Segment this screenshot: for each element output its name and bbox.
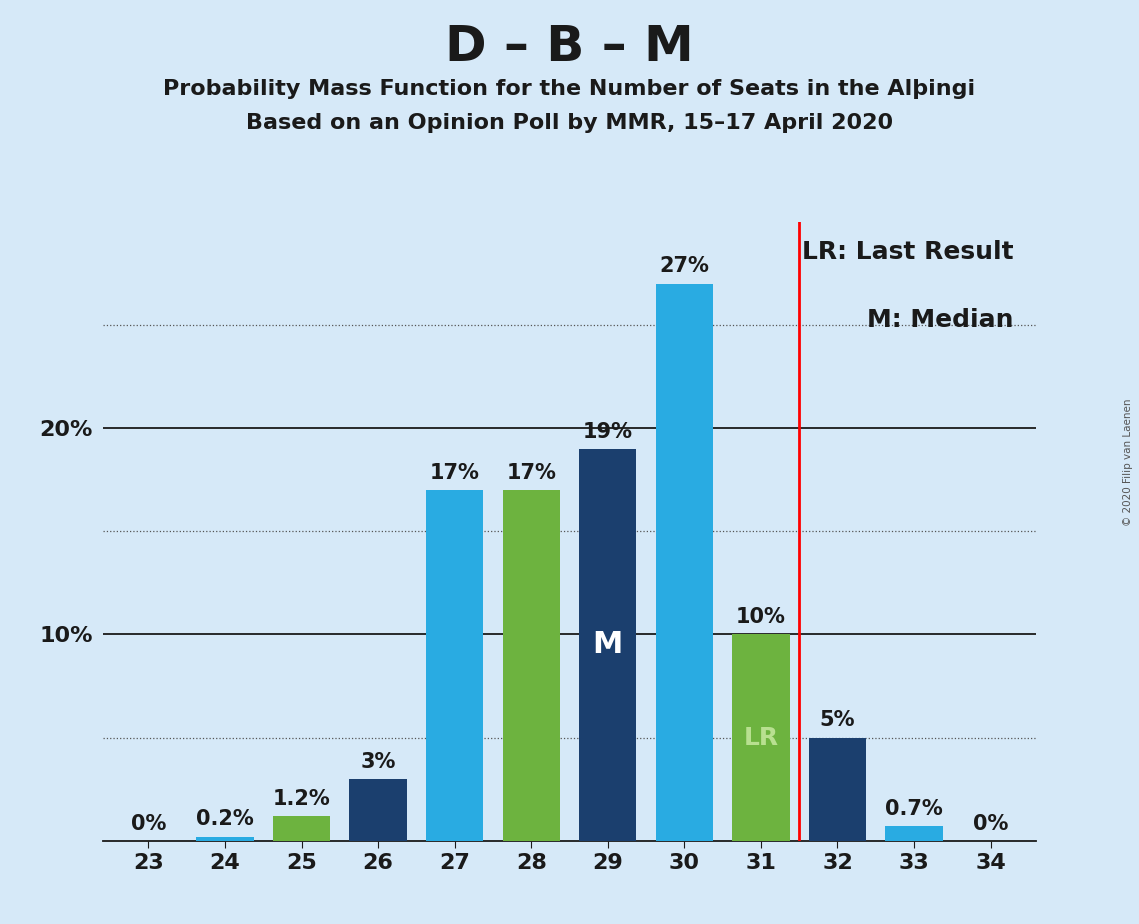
Bar bbox=[885, 826, 943, 841]
Text: 0.7%: 0.7% bbox=[885, 799, 943, 820]
Text: Based on an Opinion Poll by MMR, 15–17 April 2020: Based on an Opinion Poll by MMR, 15–17 A… bbox=[246, 113, 893, 133]
Text: 10%: 10% bbox=[736, 607, 786, 627]
Text: LR: Last Result: LR: Last Result bbox=[802, 240, 1014, 264]
Bar bbox=[502, 490, 560, 841]
Text: 5%: 5% bbox=[820, 711, 855, 731]
Text: M: M bbox=[592, 630, 623, 660]
Text: 3%: 3% bbox=[360, 752, 395, 772]
Text: 0%: 0% bbox=[973, 814, 1008, 833]
Bar bbox=[809, 737, 866, 841]
Text: 17%: 17% bbox=[506, 463, 556, 483]
Text: 19%: 19% bbox=[583, 421, 633, 442]
Text: 17%: 17% bbox=[429, 463, 480, 483]
Text: M: Median: M: Median bbox=[867, 309, 1014, 333]
Text: D – B – M: D – B – M bbox=[445, 23, 694, 71]
Bar bbox=[273, 816, 330, 841]
Text: 27%: 27% bbox=[659, 257, 710, 276]
Bar bbox=[656, 284, 713, 841]
Text: © 2020 Filip van Laenen: © 2020 Filip van Laenen bbox=[1123, 398, 1133, 526]
Text: 0%: 0% bbox=[131, 814, 166, 833]
Bar bbox=[350, 779, 407, 841]
Bar bbox=[426, 490, 483, 841]
Text: LR: LR bbox=[744, 725, 778, 749]
Bar bbox=[732, 635, 789, 841]
Text: Probability Mass Function for the Number of Seats in the Alþingi: Probability Mass Function for the Number… bbox=[163, 79, 976, 99]
Text: 0.2%: 0.2% bbox=[196, 809, 254, 830]
Text: 1.2%: 1.2% bbox=[272, 789, 330, 808]
Bar bbox=[196, 837, 254, 841]
Bar bbox=[579, 449, 637, 841]
